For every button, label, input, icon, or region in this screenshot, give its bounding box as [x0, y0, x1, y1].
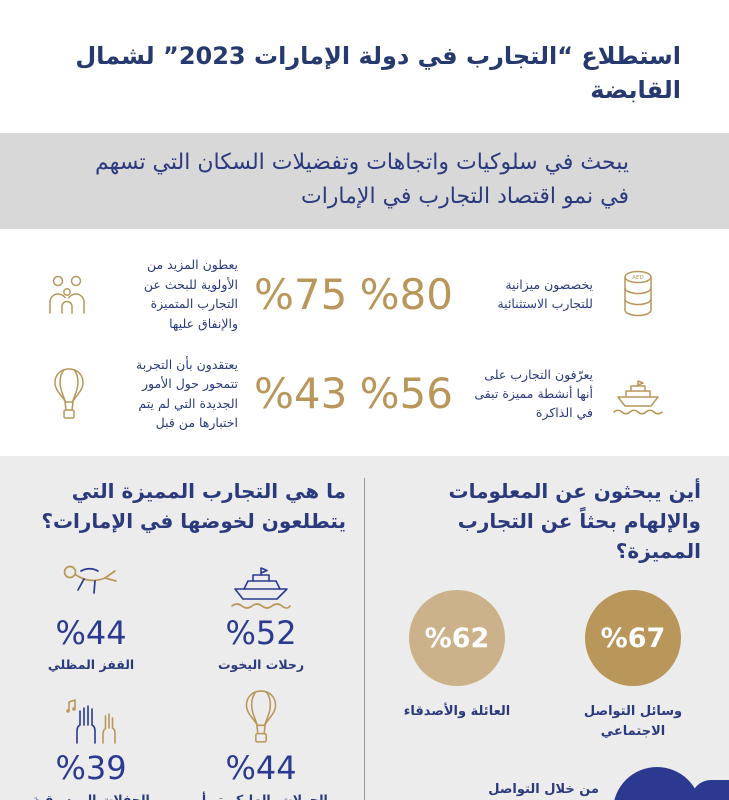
info-sources-column: أين يبحثون عن المعلومات والإلهام بحثاً ع… — [365, 456, 729, 800]
source-family-friends: %62 العائلة والأصدقاء — [401, 590, 513, 741]
experience-balloon-tours-value: %44 — [225, 749, 297, 788]
experience-skydiving-label: القفز المظلي — [47, 657, 135, 673]
family-friends-label: العائلة والأصدقاء — [403, 704, 511, 720]
intro-line-1: يبحث في سلوكيات واتجاهات وتفضيلات السكان… — [95, 150, 629, 176]
experiences-grid: %52 رحلات اليخوت %44 — [6, 552, 346, 800]
source-circles-row: %67 وسائل التواصل الاجتماعي %62 العائلة … — [373, 590, 689, 741]
source-social-media: %67 وسائل التواصل الاجتماعي — [577, 590, 689, 741]
stat-priority: %75 يعطون المزيد من الأولوية للبحث عن ال… — [0, 255, 360, 333]
experience-concerts-label: الحفلات الموسيقية والعروض الترفيهية — [32, 792, 150, 800]
sources-heading: أين يبحثون عن المعلومات والإلهام بحثاً ع… — [448, 479, 701, 564]
direct-contact-label: من خلال التواصل المباشر مع العلامات التج… — [488, 782, 599, 798]
stat-budget-value: %80 — [359, 269, 453, 319]
experience-concerts-value: %39 — [55, 749, 127, 788]
stat-budget-label: يخصصون ميزانية للتجارب الاستثنائية — [497, 276, 593, 312]
yacht-icon — [228, 552, 294, 610]
corner-logo-shape — [691, 780, 729, 800]
bottom-section: أين يبحثون عن المعلومات والإلهام بحثاً ع… — [0, 456, 729, 800]
stat-budget: AED يخصصون ميزانية للتجارب الاستثنائية %… — [360, 255, 729, 333]
family-friends-circle: %62 — [409, 590, 505, 687]
stat-memorable: يعرّفون التجارب على أنها أنشطة مميزة تبق… — [360, 355, 729, 433]
page-title: استطلاع “التجارب في دولة الإمارات 2023” … — [75, 42, 681, 104]
aed-coins-icon: AED — [609, 268, 667, 320]
stat-priority-value: %75 — [254, 269, 348, 319]
stat-priority-label: يعطون المزيد من الأولوية للبحث عن التجار… — [143, 257, 238, 331]
skydive-icon — [55, 552, 127, 610]
direct-contact-circle: %14 — [613, 767, 701, 800]
experience-skydiving-value: %44 — [55, 614, 127, 653]
hot-air-balloon-icon — [243, 687, 279, 745]
concert-icon — [63, 687, 119, 745]
experience-skydiving: %44 القفز المظلي — [6, 552, 176, 675]
top-stats-section: AED يخصصون ميزانية للتجارب الاستثنائية %… — [0, 229, 729, 457]
hot-air-balloon-icon — [40, 367, 98, 421]
experience-yachts: %52 رحلات اليخوت — [176, 552, 346, 675]
experience-balloon-tours: %44 الجولات بالهليكوبتر أو المنطاد — [176, 687, 346, 800]
experiences-heading: ما هي التجارب المميزة التي يتطلعون لخوضه… — [41, 479, 346, 534]
stat-memorable-value: %56 — [359, 369, 453, 419]
stat-newness: %43 يعتقدون بأن التجربة تتمحور حول الأمو… — [0, 355, 360, 433]
experience-yachts-value: %52 — [225, 614, 297, 653]
experience-yachts-label: رحلات اليخوت — [217, 657, 305, 673]
intro-band: يبحث في سلوكيات واتجاهات وتفضيلات السكان… — [0, 133, 729, 230]
experiences-column: ما هي التجارب المميزة التي يتطلعون لخوضه… — [0, 456, 364, 800]
stat-newness-value: %43 — [254, 369, 348, 419]
family-icon — [40, 272, 98, 316]
social-media-circle: %67 — [585, 590, 681, 687]
social-media-label: وسائل التواصل الاجتماعي — [583, 704, 683, 739]
stat-memorable-label: يعرّفون التجارب على أنها أنشطة مميزة تبق… — [474, 366, 593, 421]
intro-line-2: في نمو اقتصاد التجارب في الإمارات — [300, 184, 629, 210]
stat-newness-label: يعتقدون بأن التجربة تتمحور حول الأمور ال… — [136, 356, 238, 430]
source-direct-contact: %14 من خلال التواصل المباشر مع العلامات … — [373, 767, 701, 800]
vertical-divider — [364, 478, 365, 800]
experience-concerts: %39 الحفلات الموسيقية والعروض الترفيهية — [6, 687, 176, 800]
svg-text:AED: AED — [632, 275, 643, 281]
experience-balloon-tours-label: الجولات بالهليكوبتر أو المنطاد — [194, 792, 328, 800]
ship-icon — [609, 372, 667, 416]
header: استطلاع “التجارب في دولة الإمارات 2023” … — [0, 0, 729, 133]
